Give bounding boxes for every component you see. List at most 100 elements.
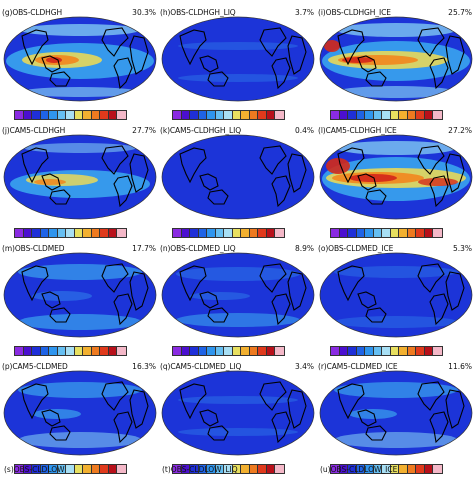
mollweide-map (161, 16, 315, 102)
coastline (271, 293, 291, 326)
colorbar-swatch (258, 465, 267, 473)
bottom-title-s: (s)OBS-CLDLOW (4, 466, 65, 474)
colorbar (172, 110, 285, 120)
colorbar-swatch (117, 229, 126, 237)
field-background (162, 135, 314, 219)
colorbar-swatch (356, 347, 365, 355)
colorbar-swatch (373, 465, 382, 473)
map-border (319, 370, 473, 456)
coastline (21, 147, 49, 184)
field-band (190, 292, 250, 300)
colorbar-swatch (356, 465, 365, 473)
coastline (271, 57, 291, 90)
coastline (207, 189, 229, 205)
colorbar-swatch (416, 229, 425, 237)
coastline (357, 173, 377, 191)
colorbar-swatch (407, 347, 416, 355)
mollweide-map (319, 370, 473, 456)
map-border (319, 252, 473, 338)
colorbar-swatch (74, 347, 83, 355)
colorbar-swatch (331, 347, 340, 355)
coastline (49, 425, 71, 441)
colorbar-swatch (100, 347, 109, 355)
field-band (18, 314, 142, 330)
field-background (162, 371, 314, 455)
colorbar (172, 464, 285, 474)
colorbar-swatch (258, 229, 267, 237)
colorbar-swatch (207, 229, 216, 237)
colorbar-swatch (100, 111, 109, 119)
field-band (334, 266, 458, 278)
field-band (178, 396, 298, 404)
map-border (3, 16, 157, 102)
mollweide-map (161, 252, 315, 338)
coastline (129, 271, 149, 311)
colorbar-swatch (390, 465, 399, 473)
colorbar-swatch (407, 229, 416, 237)
colorbar-swatch (399, 229, 408, 237)
colorbar-swatch (433, 465, 442, 473)
colorbar-swatch (433, 229, 442, 237)
colorbar-swatch (399, 111, 408, 119)
colorbar-swatch (91, 229, 100, 237)
coastline (101, 381, 129, 411)
colorbar-swatch (433, 111, 442, 119)
colorbar-swatch (373, 111, 382, 119)
colorbar-swatch (390, 347, 399, 355)
colorbar-swatch (91, 111, 100, 119)
colorbar-swatch (23, 347, 32, 355)
map-border (161, 16, 315, 102)
colorbar-swatch (32, 111, 41, 119)
colorbar (172, 228, 285, 238)
coastline (101, 263, 129, 293)
colorbar-swatch (249, 111, 258, 119)
coastline (337, 383, 365, 420)
colorbar-swatch (241, 465, 250, 473)
field-background (162, 17, 314, 101)
colorbar-swatch (207, 111, 216, 119)
mollweide-map (3, 252, 157, 338)
panel-title: (l)CAM5-CLDHGH_ICE (318, 126, 397, 135)
colorbar-swatch (258, 347, 267, 355)
panel-title: (h)OBS-CLDHGH_LIQ (160, 8, 236, 17)
colorbar-swatch (382, 465, 391, 473)
colorbar-swatch (198, 347, 207, 355)
colorbar-swatch (224, 229, 233, 237)
map-border (3, 252, 157, 338)
field-band (342, 57, 374, 63)
panel-global-mean: 25.7% (448, 8, 472, 17)
panel-title: (q)CAM5-CLDMED_LIQ (160, 362, 242, 371)
map-border (3, 370, 157, 456)
colorbar-swatch (275, 465, 284, 473)
panel-global-mean: 3.4% (294, 362, 314, 371)
colorbar-swatch (207, 347, 216, 355)
colorbar-swatch (15, 347, 24, 355)
panel-global-mean: 8.9% (294, 244, 314, 253)
colorbar-swatch (266, 347, 275, 355)
colorbar-swatch (390, 229, 399, 237)
colorbar-swatch (275, 229, 284, 237)
map-border (161, 134, 315, 220)
bottom-title-u: (u)OBS-CLDLOW_ICE (320, 466, 398, 474)
mollweide-map (3, 134, 157, 220)
panel-title: (k)CAM5-CLDHGH_LIQ (160, 126, 242, 135)
colorbar-swatch (424, 347, 433, 355)
colorbar-swatch (407, 465, 416, 473)
colorbar-swatch (198, 465, 207, 473)
colorbar-swatch (424, 465, 433, 473)
colorbar-swatch (83, 347, 92, 355)
coastline (271, 175, 291, 208)
field-band (324, 40, 340, 52)
panel-title: (j)CAM5-CLDHGH (2, 126, 66, 135)
colorbar-swatch (258, 111, 267, 119)
colorbar-swatch (365, 229, 374, 237)
colorbar-swatch (241, 111, 250, 119)
colorbar-swatch (66, 111, 75, 119)
colorbar-swatch (91, 347, 100, 355)
field-band (20, 24, 140, 36)
map-panel: (i)OBS-CLDHGH_ICE 25.7% (318, 8, 474, 124)
colorbar-swatch (49, 229, 58, 237)
colorbar-swatch (100, 465, 109, 473)
colorbar-swatch (373, 347, 382, 355)
field-band (336, 23, 456, 37)
